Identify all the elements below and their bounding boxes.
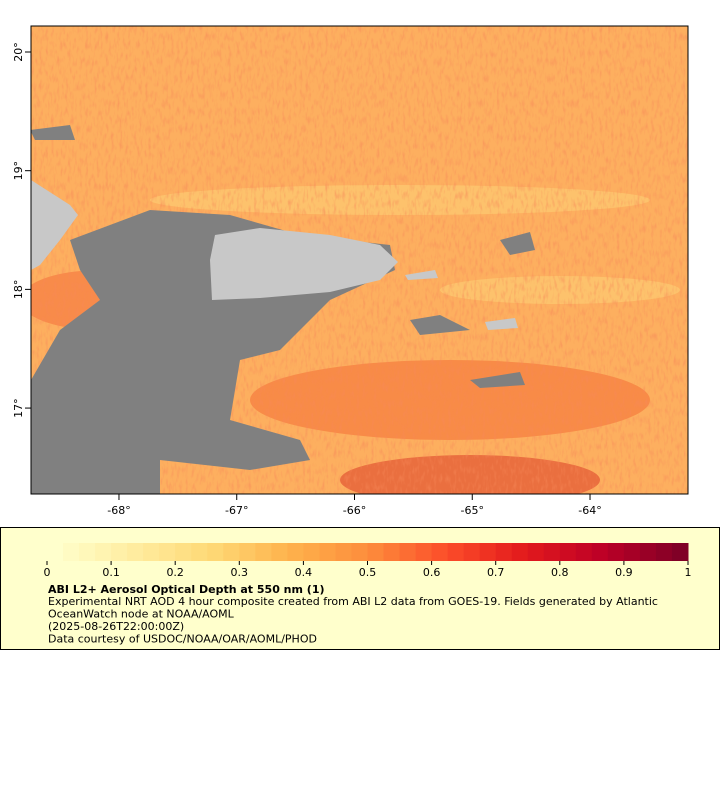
colorbar-tick-label: 0.4 bbox=[295, 566, 313, 579]
colorbar-swatch bbox=[479, 543, 497, 561]
colorbar-swatch bbox=[591, 543, 609, 561]
colorbar-swatch bbox=[63, 543, 80, 561]
plot-frame bbox=[30, 25, 689, 495]
y-tick-label: 18° bbox=[12, 280, 25, 300]
colorbar-swatch bbox=[191, 543, 208, 561]
x-tick-label: -65° bbox=[461, 504, 484, 517]
map-raster bbox=[31, 26, 688, 494]
colorbar-swatch bbox=[175, 543, 192, 561]
colorbar-tick-label: 0.5 bbox=[359, 566, 377, 579]
caption-line: Data courtesy of USDOC/NOAA/OAR/AOML/PHO… bbox=[48, 633, 317, 646]
colorbar-title: ABI L2+ Aerosol Optical Depth at 550 nm … bbox=[48, 583, 325, 596]
colorbar-swatch bbox=[399, 543, 417, 561]
colorbar-tick-label: 0.7 bbox=[487, 566, 505, 579]
colorbar-swatch bbox=[463, 543, 481, 561]
colorbar-tick-label: 0.8 bbox=[551, 566, 569, 579]
x-tick-label: -66° bbox=[343, 504, 366, 517]
colorbar-swatch bbox=[319, 543, 336, 561]
x-tick-label: -64° bbox=[578, 504, 601, 517]
colorbar-swatch bbox=[223, 543, 240, 561]
y-tick-label: 19° bbox=[12, 161, 25, 181]
colorbar-tick-label: 0.6 bbox=[423, 566, 441, 579]
colorbar-tick-label: 0 bbox=[44, 566, 51, 579]
colorbar-swatch bbox=[575, 543, 593, 561]
colorbar-tick-label: 0.9 bbox=[615, 566, 633, 579]
colorbar-swatch bbox=[111, 543, 128, 561]
colorbar-swatch bbox=[303, 543, 320, 561]
caption-line: (2025-08-26T22:00:00Z) bbox=[48, 620, 184, 633]
x-tick-label: -68° bbox=[107, 504, 130, 517]
y-tick-label: 17° bbox=[12, 398, 25, 418]
colorbar-tick-label: 0.2 bbox=[166, 566, 184, 579]
colorbar-swatch bbox=[159, 543, 176, 561]
colorbar-swatch bbox=[127, 543, 144, 561]
colorbar-swatch bbox=[383, 543, 401, 561]
colorbar-swatch bbox=[623, 543, 641, 561]
colorbar-swatch bbox=[255, 543, 272, 561]
colorbar-tick-label: 0.1 bbox=[102, 566, 120, 579]
colorbar-swatch bbox=[287, 543, 304, 561]
colorbar-swatch bbox=[495, 543, 513, 561]
colorbar-swatch bbox=[527, 543, 545, 561]
caption-line: Experimental NRT AOD 4 hour composite cr… bbox=[48, 595, 658, 608]
y-tick-label: 20° bbox=[12, 42, 25, 62]
colorbar-tick-label: 0.3 bbox=[231, 566, 249, 579]
colorbar-swatch bbox=[239, 543, 256, 561]
colorbar-swatch bbox=[335, 543, 352, 561]
colorbar-swatch bbox=[447, 543, 465, 561]
colorbar-swatch bbox=[47, 543, 64, 561]
colorbar-swatch bbox=[367, 543, 385, 561]
colorbar-swatch bbox=[559, 543, 577, 561]
colorbar-swatch bbox=[207, 543, 224, 561]
colorbar-swatch bbox=[671, 543, 689, 561]
colorbar-swatch bbox=[655, 543, 673, 561]
colorbar-swatch bbox=[271, 543, 288, 561]
colorbar-swatch bbox=[351, 543, 368, 561]
colorbar-swatch bbox=[639, 543, 657, 561]
colorbar-swatch bbox=[511, 543, 529, 561]
caption-line: OceanWatch node at NOAA/AOML bbox=[48, 608, 235, 621]
x-tick-label: -67° bbox=[225, 504, 248, 517]
colorbar-swatch bbox=[607, 543, 625, 561]
colorbar-swatch bbox=[143, 543, 160, 561]
colorbar-swatch bbox=[415, 543, 433, 561]
colorbar-swatch bbox=[95, 543, 112, 561]
colorbar-tick-label: 1 bbox=[685, 566, 692, 579]
colorbar-swatch bbox=[543, 543, 561, 561]
colorbar-swatch bbox=[79, 543, 96, 561]
colorbar-swatch bbox=[431, 543, 449, 561]
